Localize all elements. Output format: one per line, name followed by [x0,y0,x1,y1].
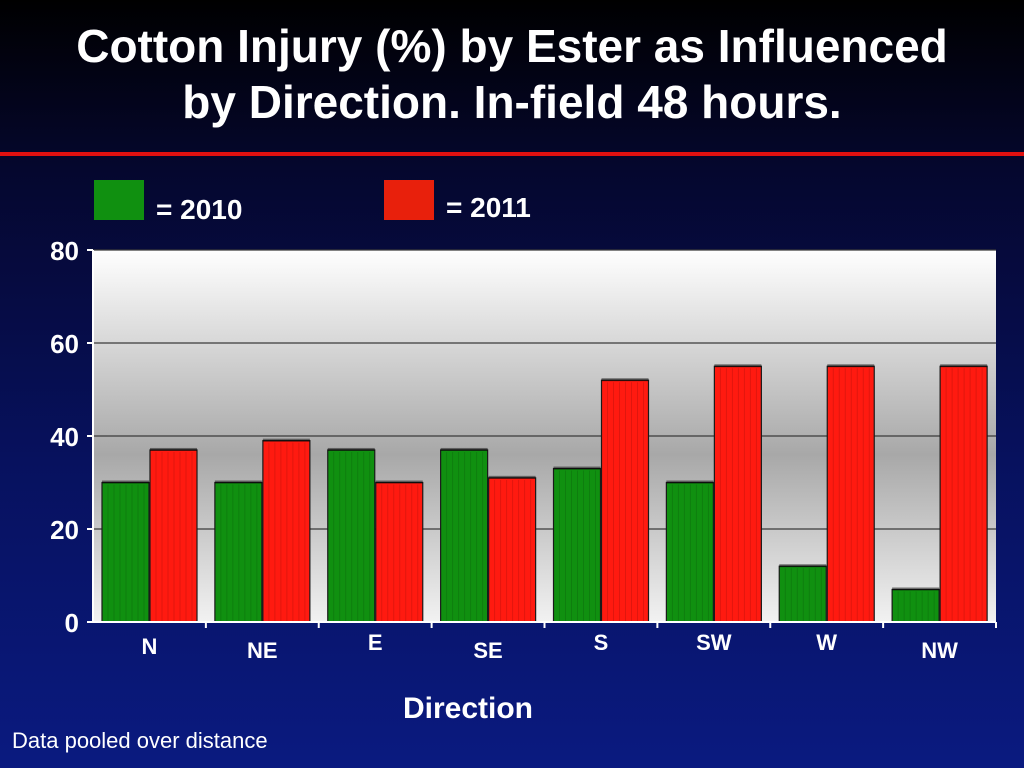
footnote: Data pooled over distance [12,728,268,753]
bar-2010-SE [440,447,489,623]
bar-2011-NW [939,364,988,623]
bar-2011-S [600,378,650,623]
x-tick-label-NW: NW [921,638,958,663]
y-tick-label-0: 0 [65,608,79,638]
x-tick-label-NE: NE [247,638,278,663]
bar-2010-S [552,466,602,623]
legend-swatch-2010 [94,180,144,220]
x-tick-label-SW: SW [696,630,732,655]
legend-swatch-2011 [384,180,434,220]
axes [87,249,997,628]
bar-2011-SE [488,475,537,623]
x-tick-label-E: E [368,630,383,655]
bar-2011-SW [713,364,762,623]
bar-2011-W [826,364,875,623]
x-axis-title: Direction [402,692,534,725]
y-tick-label-80: 80 [50,236,79,266]
bar-2010-NW [891,587,940,623]
x-tick-label-S: S [594,630,609,655]
y-tick-label-60: 60 [50,329,79,359]
bar-2010-W [778,564,827,623]
legend-label-2011: = 2011 [446,192,531,223]
x-tick-label-W: W [816,630,837,655]
bar-2010-SW [665,480,714,623]
title-line-2: by Direction. In-field 48 hours. [182,76,842,128]
y-tick-label-40: 40 [50,422,79,452]
bar-2011-N [149,447,198,623]
bar-2010-NE [214,480,263,623]
tick-labels: 0 20 40 60 80 N NE E SE S SW W NW [50,236,958,663]
x-tick-label-N: N [141,634,157,659]
bars [101,364,988,623]
bar-2010-E [327,447,376,623]
bar-2011-NE [262,438,311,623]
legend-label-2010: = 2010 [156,194,243,225]
bar-2011-E [375,480,424,623]
title-divider [0,152,1024,156]
y-tick-label-20: 20 [50,515,79,545]
x-tick-label-SE: SE [473,638,502,663]
bar-2010-N [101,480,150,623]
slide-title: Cotton Injury (%) by Ester as Influenced… [0,18,1024,130]
title-line-1: Cotton Injury (%) by Ester as Influenced [76,20,948,72]
